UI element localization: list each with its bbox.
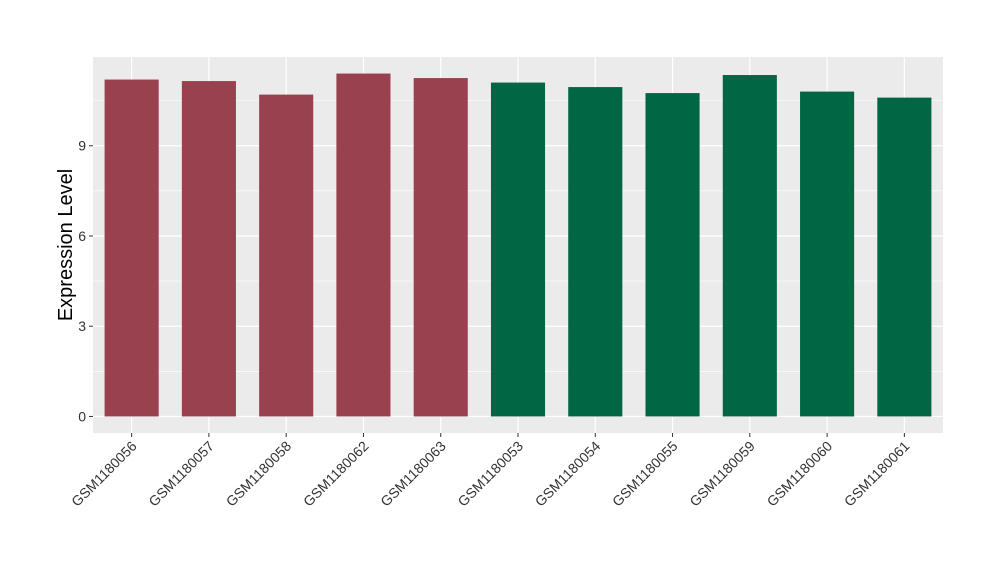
bar-gsm1180061	[877, 97, 932, 417]
y-tick-label: 3	[78, 318, 86, 334]
x-tick-label: GSM1180061	[841, 438, 913, 510]
x-tick-label: GSM1180062	[300, 438, 372, 510]
bar-gsm1180056	[104, 79, 159, 417]
bars	[104, 73, 932, 417]
x-tick-label: GSM1180057	[145, 438, 217, 510]
x-tick-label: GSM1180063	[377, 438, 449, 510]
bar-gsm1180062	[336, 73, 391, 417]
x-tick-label: GSM1180054	[532, 438, 604, 510]
x-axis: GSM1180056 GSM1180057 GSM1180058 GSM1180062…	[68, 433, 913, 509]
y-tick-label: 9	[78, 138, 86, 154]
y-tick-label: 0	[78, 408, 86, 424]
bar-gsm1180060	[800, 91, 855, 417]
x-tick-label: GSM1180053	[454, 438, 526, 510]
y-axis: 0 3 6 9	[78, 138, 93, 424]
bar-gsm1180058	[259, 94, 314, 417]
y-axis-title: Expression Level	[55, 169, 77, 321]
x-tick-label: GSM1180060	[764, 438, 836, 510]
bar-gsm1180053	[490, 82, 546, 417]
bar-gsm1180054	[568, 87, 623, 417]
x-tick-label: GSM1180058	[223, 438, 295, 510]
bar-gsm1180055	[645, 93, 700, 417]
bar-gsm1180063	[413, 78, 468, 417]
x-tick-label: GSM1180055	[609, 438, 681, 510]
x-tick-label: GSM1180059	[686, 438, 758, 510]
x-tick-label: GSM1180056	[68, 438, 140, 510]
bar-gsm1180059	[722, 75, 777, 417]
y-tick-label: 6	[78, 228, 86, 244]
bar-gsm1180057	[181, 81, 236, 417]
